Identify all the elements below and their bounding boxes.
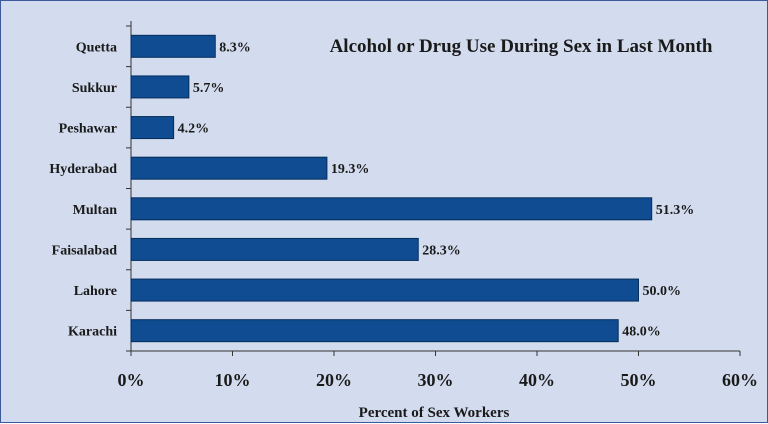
- x-tick-label: 50%: [621, 370, 657, 390]
- category-label: Sukkur: [72, 81, 117, 96]
- bar-peshawar: [130, 116, 175, 140]
- category-label: Lahore: [74, 284, 117, 299]
- axes: [126, 21, 741, 356]
- x-tick-label: 10%: [215, 370, 251, 390]
- bar-multan: [130, 197, 653, 221]
- category-labels: Quetta Sukkur Peshawar Hyderabad Multan Faisa…: [49, 40, 117, 339]
- value-label: 5.7%: [193, 81, 225, 96]
- value-label: 50.0%: [643, 284, 682, 299]
- x-tick-labels: 0% 10% 20% 30% 40% 50% 60%: [118, 370, 759, 390]
- category-label: Hyderabad: [49, 162, 117, 177]
- category-label: Multan: [73, 203, 118, 218]
- bar-quetta: [130, 34, 216, 58]
- bars: [130, 34, 653, 343]
- value-label: 19.3%: [331, 162, 370, 177]
- value-label: 28.3%: [422, 243, 461, 258]
- value-label: 8.3%: [219, 40, 251, 55]
- chart-title: Alcohol or Drug Use During Sex in Last M…: [330, 36, 713, 57]
- category-label: Quetta: [76, 40, 117, 55]
- category-label: Karachi: [68, 325, 117, 340]
- bar-hyderabad: [130, 156, 328, 180]
- bar-lahore: [130, 278, 639, 302]
- category-label: Faisalabad: [52, 243, 118, 258]
- bar-faisalabad: [130, 237, 419, 261]
- value-label: 4.2%: [178, 122, 210, 137]
- x-tick-label: 0%: [118, 370, 145, 390]
- x-tick-label: 40%: [519, 370, 555, 390]
- bar-sukkur: [130, 75, 190, 99]
- value-labels: 8.3% 5.7% 4.2% 19.3% 51.3% 28.3% 50.0% 48.0%: [178, 40, 695, 339]
- x-tick-label: 30%: [418, 370, 454, 390]
- x-axis-label: Percent of Sex Workers: [359, 405, 510, 421]
- x-tick-label: 60%: [722, 370, 758, 390]
- value-label: 51.3%: [656, 203, 695, 218]
- bar-karachi: [130, 319, 619, 343]
- value-label: 48.0%: [622, 325, 661, 340]
- category-label: Peshawar: [59, 122, 117, 137]
- x-tick-label: 20%: [316, 370, 352, 390]
